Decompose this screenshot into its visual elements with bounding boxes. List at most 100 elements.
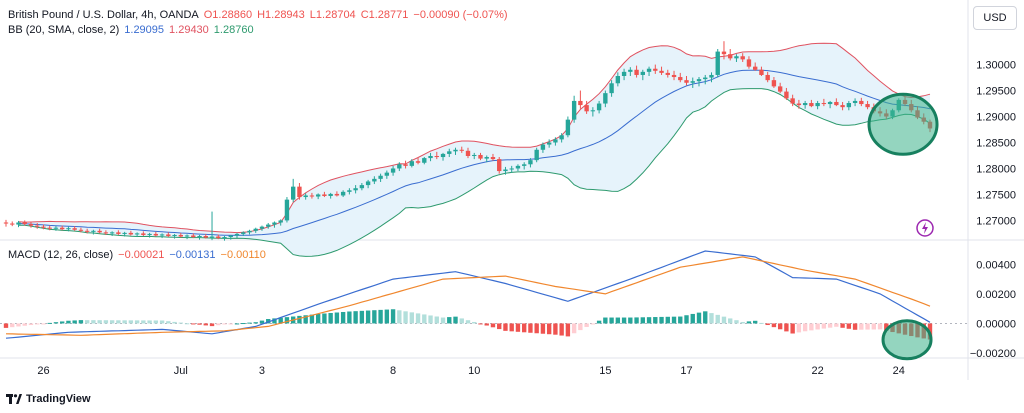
candle [266, 223, 271, 229]
macd-histogram-bar [72, 320, 77, 324]
macd-histogram-bar [191, 323, 196, 325]
candle [378, 173, 383, 182]
candle-body [865, 104, 870, 108]
candle [216, 234, 221, 240]
candle [222, 236, 227, 241]
candle [846, 100, 852, 111]
macd-histogram-bar [721, 316, 727, 324]
candle [621, 68, 627, 81]
macd-histogram-bar [365, 310, 371, 324]
macd-histogram-bar [228, 323, 233, 325]
macd-histogram-bar [309, 314, 315, 324]
candle-body [703, 77, 708, 80]
candle-body [609, 83, 614, 94]
macd-histogram-bar [852, 323, 858, 330]
candle [497, 157, 502, 174]
macd-signal-line [5, 256, 931, 336]
candle-body [528, 160, 533, 165]
candle-body [259, 226, 265, 229]
bb-fill [18, 43, 930, 257]
candle-body [603, 93, 608, 104]
macd-histogram-bar [777, 323, 783, 330]
main-legend: British Pound / U.S. Dollar, 4h, OANDA O1… [8, 8, 513, 22]
macd-histogram-bar [66, 320, 71, 324]
macd-histogram-bar [478, 323, 483, 325]
candle [403, 160, 408, 169]
macd-histogram-bar [728, 318, 733, 324]
macd-histogram-bar [234, 323, 240, 325]
macd-histogram-bar [827, 323, 833, 328]
symbol-title: British Pound / U.S. Dollar, 4h, OANDA [8, 9, 199, 21]
candle [609, 80, 614, 97]
candle [72, 226, 77, 231]
candle-body [35, 225, 40, 227]
price-axis-label: 1.28500 [976, 137, 1016, 149]
macd-histogram-bar [247, 322, 252, 324]
macd-histogram-bar [203, 323, 208, 326]
footer-brand: TradingView [26, 393, 91, 405]
candle [78, 227, 84, 233]
macd-histogram-bar [409, 312, 414, 324]
candle-body [222, 237, 227, 239]
candle [116, 230, 121, 235]
candle-body [322, 194, 327, 196]
macd-histogram-bar [334, 312, 340, 324]
macd-histogram-bar [384, 309, 390, 324]
candle-body [534, 149, 539, 161]
candle-body [453, 149, 458, 152]
macd-histogram-bar [740, 321, 745, 324]
currency-button[interactable]: USD [973, 6, 1017, 30]
candle-body [278, 220, 283, 223]
candle [503, 166, 508, 175]
macd-histogram-bar [16, 323, 21, 327]
macd-histogram-bar [690, 313, 695, 324]
candle-body [340, 191, 346, 196]
macd-histogram-bar [746, 321, 752, 324]
macd-histogram-bar [28, 323, 34, 326]
candle [447, 148, 452, 158]
candle-body [834, 101, 839, 106]
macd-histogram-bar [846, 323, 852, 329]
macd-histogram-bar [10, 323, 15, 328]
candle-body [546, 142, 552, 145]
macd-histogram-bar [340, 311, 346, 324]
footer: TradingView [6, 393, 91, 405]
candle-body [241, 232, 246, 234]
candle-body [97, 230, 102, 233]
candle [528, 158, 533, 168]
candle [103, 230, 109, 235]
candle-body [184, 235, 190, 237]
macd-hist-value: −0.00021 [118, 249, 165, 261]
candle [53, 226, 59, 231]
time-axis-label: 26 [37, 365, 49, 377]
candle-body [490, 157, 496, 160]
candle [84, 228, 90, 234]
candle [690, 77, 695, 88]
open-value: O1.28860 [203, 9, 253, 21]
candle-body [690, 81, 695, 83]
price-axis-label: 1.28000 [976, 163, 1016, 175]
candle [35, 223, 40, 229]
candle [671, 70, 677, 81]
macd-histogram-bar [665, 316, 670, 324]
candle-body [565, 119, 571, 136]
candle-body [203, 236, 208, 238]
candle [41, 224, 46, 230]
macd-histogram-bar [559, 323, 564, 336]
time-axis-label: 24 [893, 365, 905, 377]
macd-histogram-bar [802, 323, 808, 332]
candle [390, 165, 396, 176]
highlight-circle-price [867, 92, 939, 156]
macd-histogram-bar [590, 323, 596, 325]
price-axis-label: 1.27500 [976, 189, 1016, 201]
time-axis-label: 15 [599, 365, 611, 377]
candle-body [303, 195, 308, 198]
candle-body [852, 100, 858, 104]
candle [272, 221, 277, 228]
candle-body [553, 139, 558, 143]
candle [415, 158, 421, 165]
macd-histogram-bar [784, 323, 789, 332]
macd-histogram-bar [91, 320, 96, 324]
macd-histogram-bar [103, 320, 109, 324]
